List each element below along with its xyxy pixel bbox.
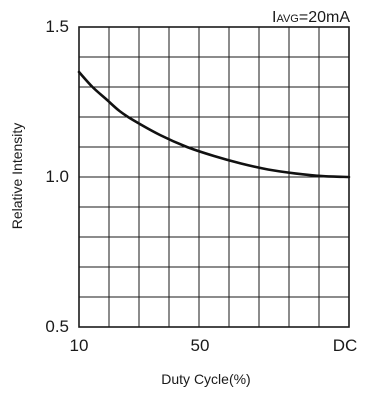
y-tick-label: 1.5 [45, 17, 69, 36]
y-axis-label: Relative Intensity [9, 123, 25, 230]
annotation-suffix: =20mA [299, 9, 350, 26]
annotation-prefix: I [272, 9, 276, 26]
y-tick-label: 1.0 [45, 167, 69, 186]
x-tick-label: 50 [191, 336, 210, 355]
series-line [77, 70, 351, 179]
grid [79, 27, 349, 327]
annotation-subscript: AVG [276, 13, 298, 25]
y-tick-label: 0.5 [45, 317, 69, 336]
x-axis-label: Duty Cycle(%) [161, 371, 250, 387]
x-tick-label: 10 [70, 336, 89, 355]
current-annotation: IAVG=20mA [272, 9, 350, 26]
x-tick-label: DC [333, 336, 358, 355]
